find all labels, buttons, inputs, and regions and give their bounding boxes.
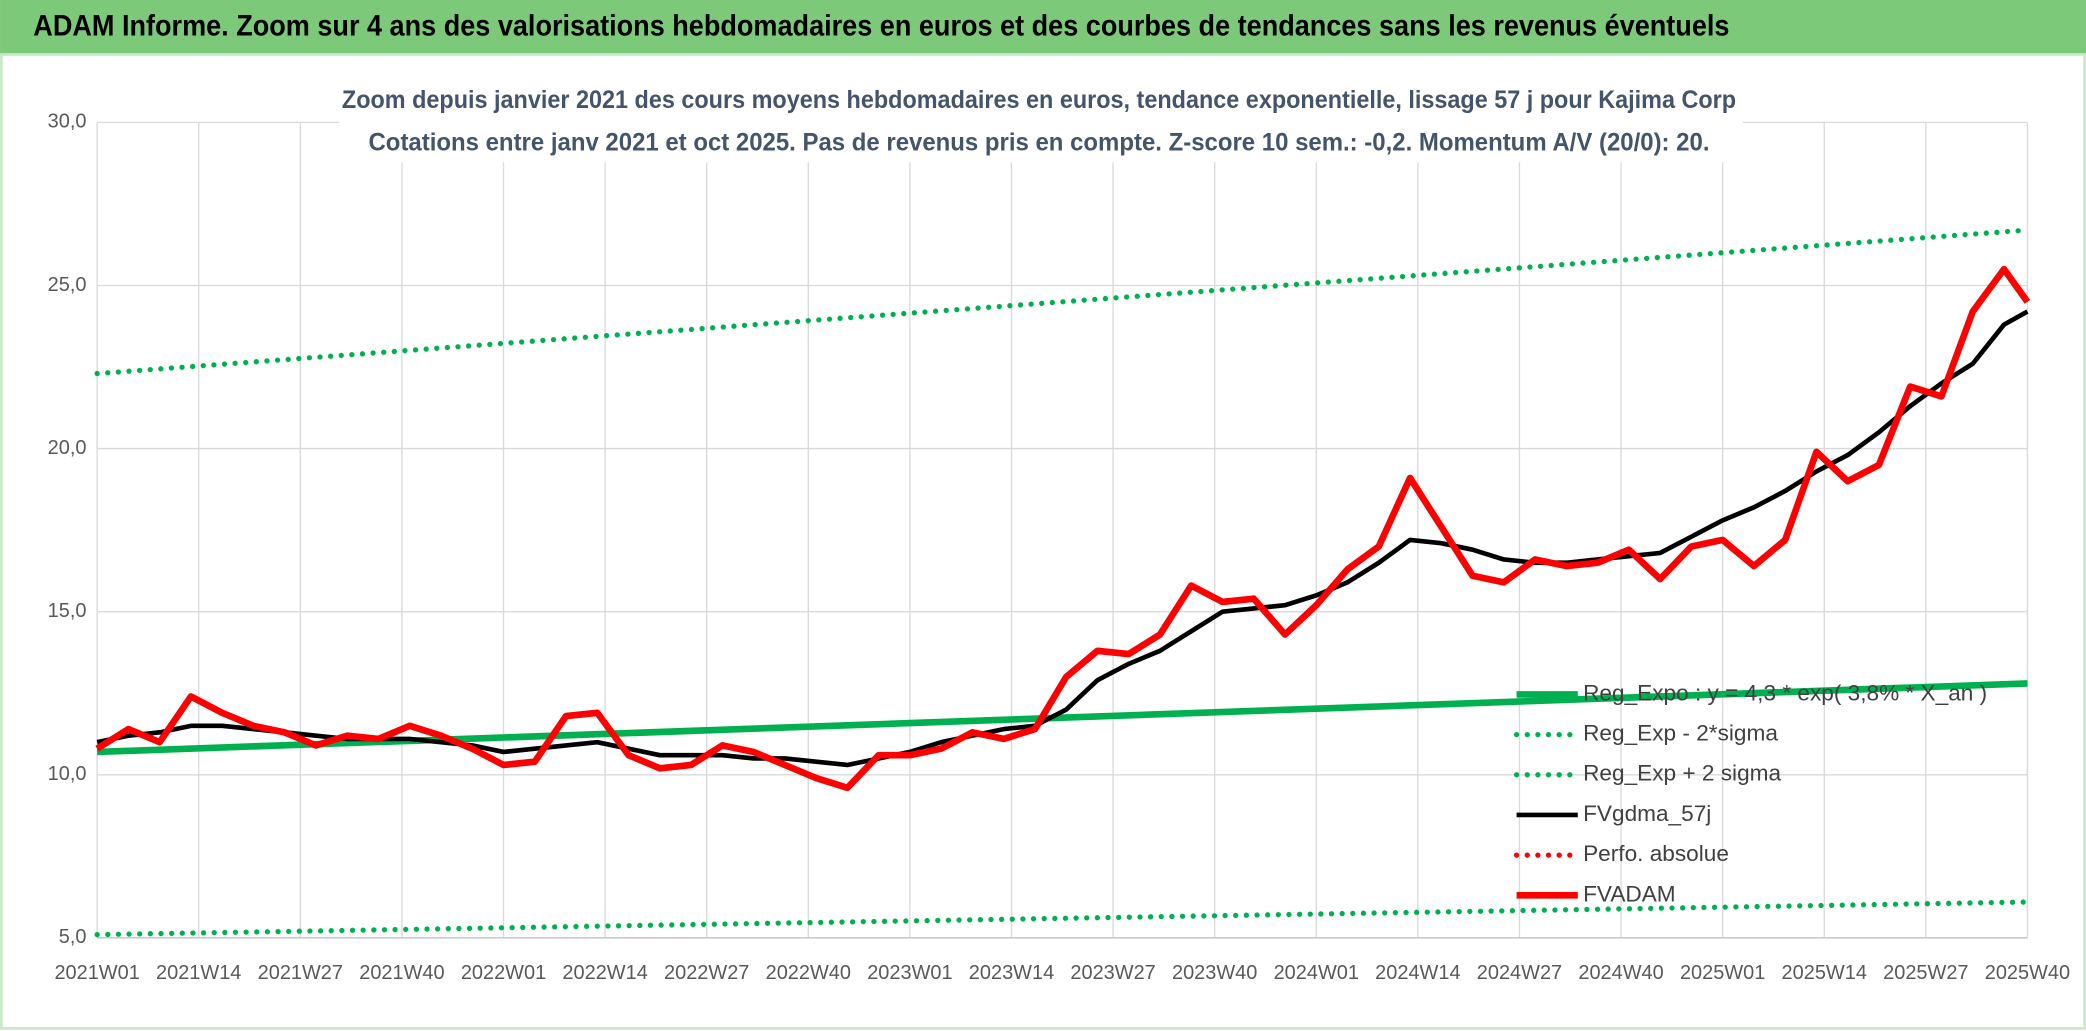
x-tick-label: 2025W14 xyxy=(1782,962,1867,984)
header-bar xyxy=(0,0,2086,54)
y-tick-label: 5,0 xyxy=(59,926,87,948)
y-tick-label: 10,0 xyxy=(48,763,87,785)
legend-label: FVgdma_57j xyxy=(1583,801,1711,826)
x-tick-label: 2024W27 xyxy=(1477,962,1562,984)
y-tick-label: 30,0 xyxy=(48,111,87,133)
x-tick-label: 2023W40 xyxy=(1172,962,1257,984)
x-tick-label: 2022W27 xyxy=(664,962,749,984)
x-tick-label: 2025W40 xyxy=(1985,962,2070,984)
chart-title: Zoom depuis janvier 2021 des cours moyen… xyxy=(342,86,1736,114)
x-tick-label: 2021W40 xyxy=(359,962,444,984)
x-tick-label: 2021W14 xyxy=(156,962,241,984)
title-backdrop xyxy=(339,79,1743,163)
series-line xyxy=(94,899,2031,938)
y-tick-label: 20,0 xyxy=(48,437,87,459)
legend-label: FVADAM xyxy=(1583,881,1676,906)
chart-frame xyxy=(0,53,2086,1030)
chart-subtitle: Cotations entre janv 2021 et oct 2025. P… xyxy=(369,128,1710,156)
y-tick-label: 15,0 xyxy=(48,600,87,622)
x-tick-label: 2025W01 xyxy=(1680,962,1765,984)
series-line xyxy=(96,309,2029,768)
legend-label: Reg_Exp + 2 sigma xyxy=(1583,761,1781,786)
x-tick-label: 2021W01 xyxy=(54,962,139,984)
x-tick-label: 2024W01 xyxy=(1274,962,1359,984)
x-tick-label: 2022W14 xyxy=(562,962,647,984)
x-tick-label: 2022W40 xyxy=(766,962,851,984)
legend-label: Reg_Exp - 2*sigma xyxy=(1583,721,1778,746)
x-tick-label: 2022W01 xyxy=(461,962,546,984)
x-tick-label: 2021W27 xyxy=(258,962,343,984)
header-title: ADAM Informe. Zoom sur 4 ans des valoris… xyxy=(33,11,1729,43)
x-tick-label: 2023W27 xyxy=(1070,962,1155,984)
series-line xyxy=(95,265,2031,792)
y-tick-label: 25,0 xyxy=(48,274,87,296)
series-line xyxy=(94,227,2031,377)
x-tick-label: 2025W27 xyxy=(1883,962,1968,984)
legend-label: Reg_Expo : y = 4,3 * exp( 3,8% * X_an ) xyxy=(1583,680,1987,705)
x-tick-label: 2023W14 xyxy=(969,962,1054,984)
x-tick-label: 2024W40 xyxy=(1578,962,1663,984)
x-tick-label: 2024W14 xyxy=(1375,962,1460,984)
x-tick-label: 2023W01 xyxy=(867,962,952,984)
legend-label: Perfo. absolue xyxy=(1583,841,1729,866)
